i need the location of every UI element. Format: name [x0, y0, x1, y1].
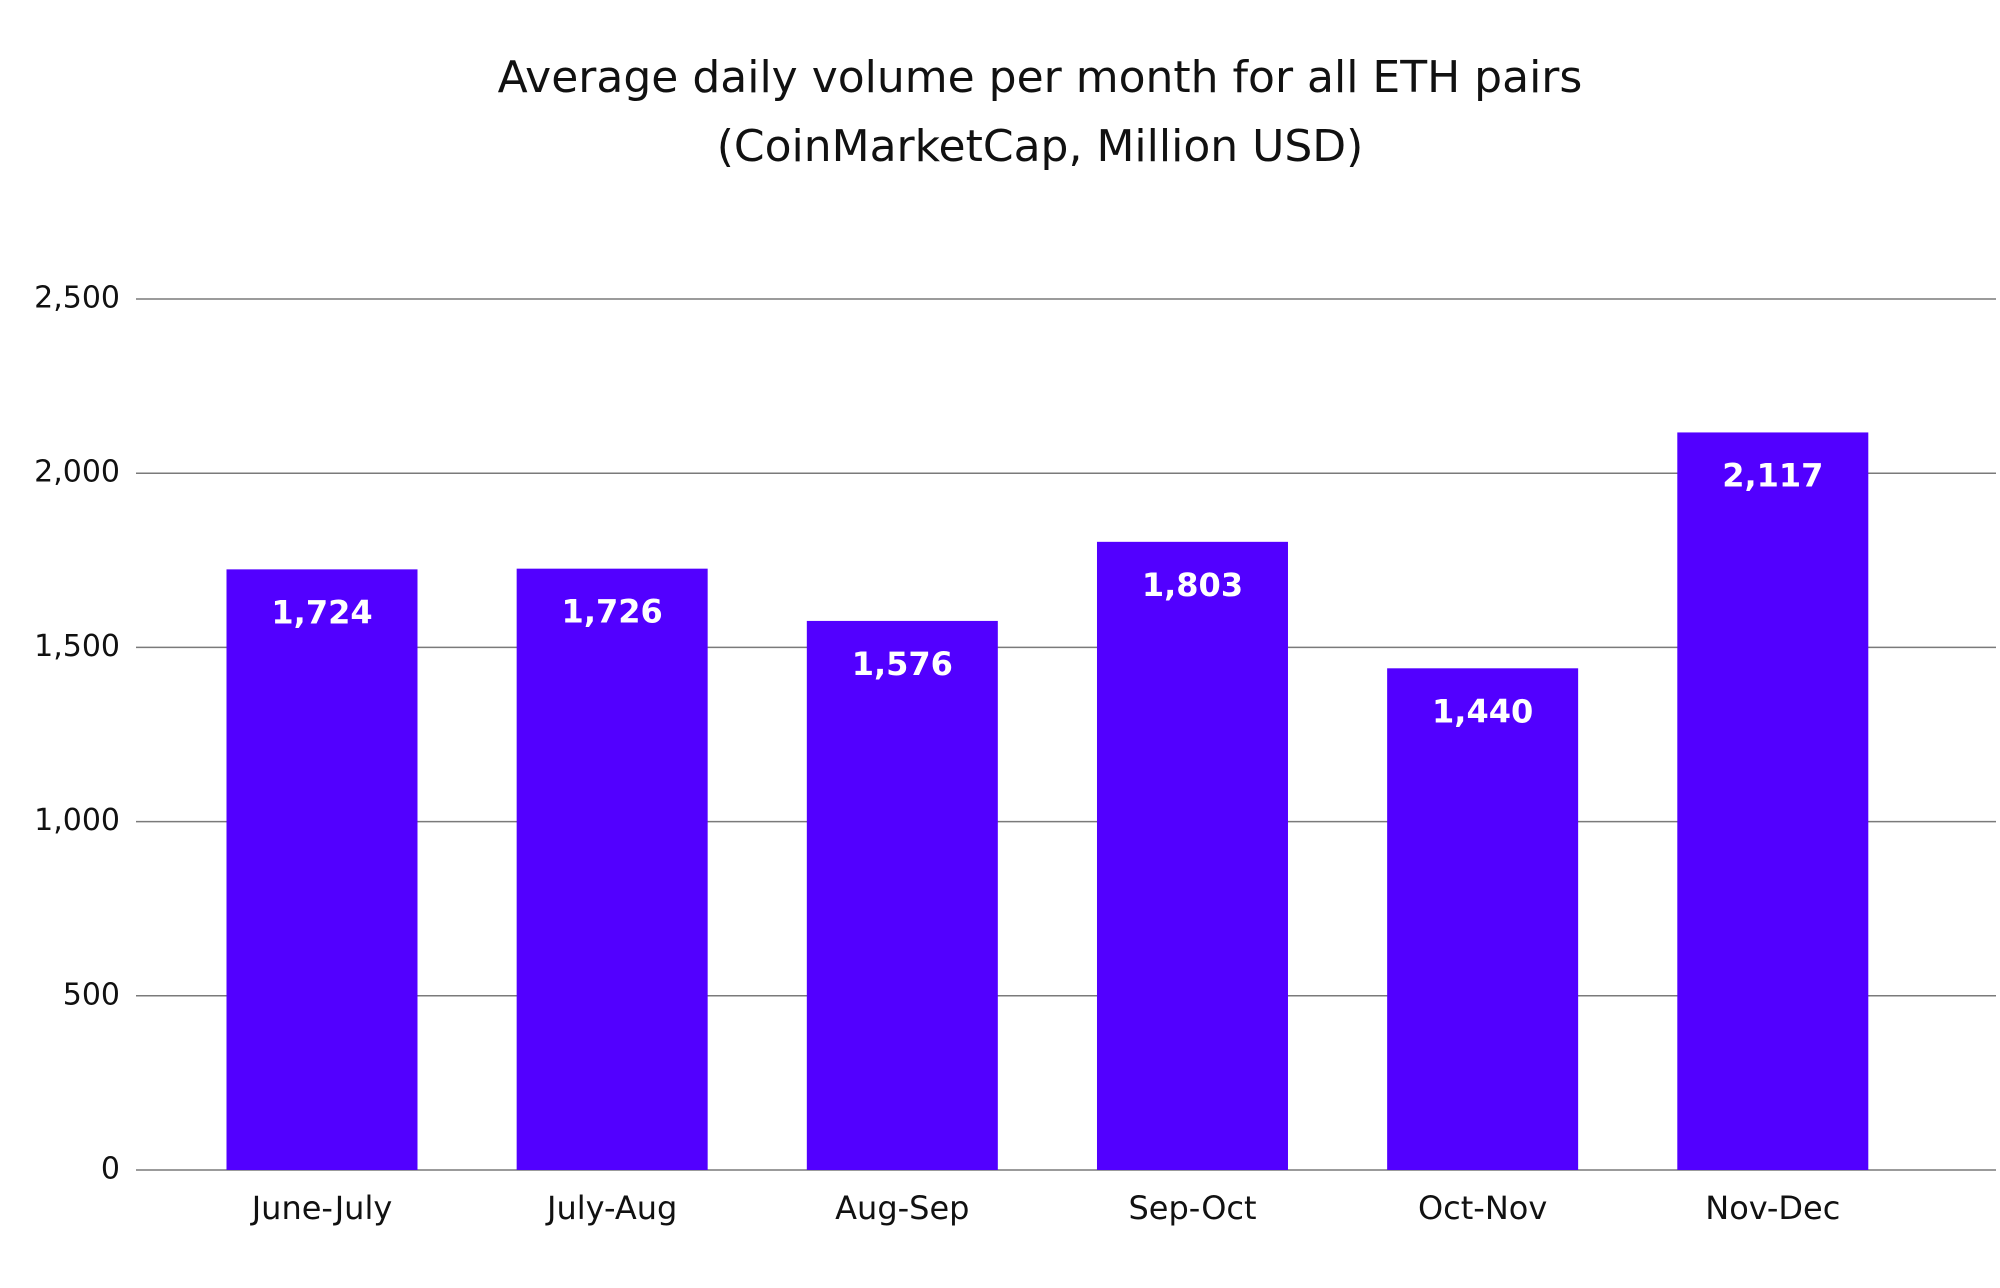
bar	[806, 620, 998, 1170]
x-tick-label: June-July	[250, 1189, 393, 1227]
x-tick-label: Sep-Oct	[1128, 1189, 1256, 1227]
bar	[226, 569, 418, 1170]
data-label: 1,576	[852, 645, 953, 683]
y-tick-label: 2,500	[34, 281, 120, 316]
data-label: 1,803	[1142, 566, 1243, 604]
y-tick-label: 0	[101, 1152, 120, 1187]
x-tick-label: July-Aug	[545, 1189, 677, 1227]
bar	[1387, 668, 1579, 1170]
bar	[1096, 541, 1288, 1170]
x-tick-label: Nov-Dec	[1705, 1189, 1840, 1227]
bar	[516, 568, 708, 1170]
x-tick-label: Aug-Sep	[835, 1189, 969, 1227]
y-tick-label: 2,000	[34, 455, 120, 490]
x-tick-label: Oct-Nov	[1418, 1189, 1547, 1227]
y-tick-label: 1,500	[34, 629, 120, 664]
data-label: 1,726	[562, 593, 663, 631]
bar	[1677, 432, 1869, 1170]
y-tick-label: 500	[63, 977, 120, 1012]
chart-subtitle: (CoinMarketCap, Million USD)	[717, 121, 1364, 172]
chart-title: Average daily volume per month for all E…	[498, 52, 1583, 103]
data-label: 2,117	[1722, 456, 1823, 494]
data-label: 1,440	[1432, 692, 1533, 730]
data-label: 1,724	[271, 593, 372, 631]
y-tick-label: 1,000	[34, 803, 120, 838]
